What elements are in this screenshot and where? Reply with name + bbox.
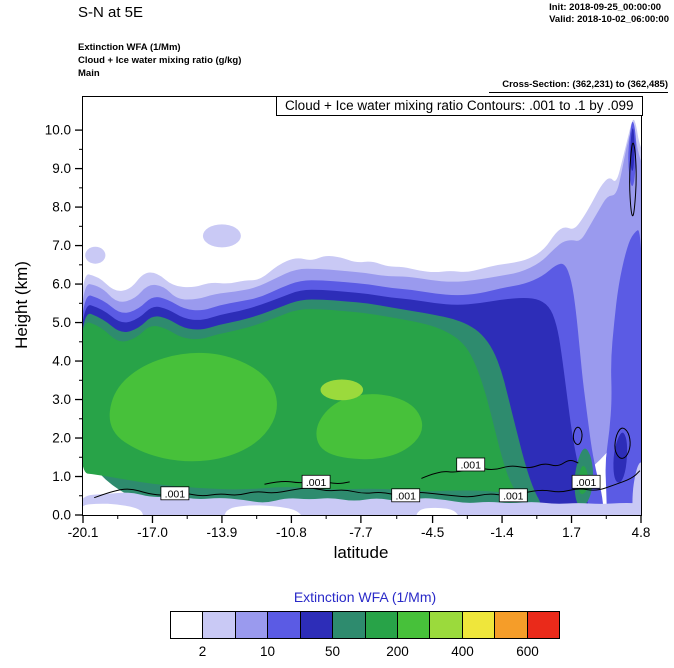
colorbar-cell xyxy=(267,612,300,638)
y-tick-label: 1.0 xyxy=(52,469,71,484)
valid-label: Valid: 2018-10-02_06:00:00 xyxy=(549,13,669,25)
contour-label: .001 xyxy=(395,490,416,502)
colorbar-tick-label: 200 xyxy=(386,644,409,659)
y-tick-label: 9.0 xyxy=(52,161,71,176)
contour-label-box xyxy=(160,486,190,501)
region-pale-corner xyxy=(632,462,641,515)
run-info: Init: 2018-09-25_00:00:00 Valid: 2018-10… xyxy=(549,2,669,26)
region-blue-right-column xyxy=(605,230,641,515)
x-tick-label: -10.8 xyxy=(276,525,307,540)
region-white-strip-3 xyxy=(416,507,458,515)
x-tick-label: -4.5 xyxy=(421,525,444,540)
x-tick-label: -1.4 xyxy=(490,525,514,540)
colorbar-title: Extinction WFA (1/Mm) xyxy=(293,589,437,605)
y-tick-label: 7.0 xyxy=(52,238,71,253)
contour-label: .001 xyxy=(460,460,481,472)
colorbar-cell xyxy=(461,612,495,638)
field-meta: Extinction WFA (1/Mm) Cloud + Ice water … xyxy=(78,42,241,80)
y-tick-label: 2.0 xyxy=(52,431,71,446)
colorbar-cell xyxy=(234,612,268,638)
colorbar-cell xyxy=(171,612,203,638)
contour-line-2 xyxy=(629,142,637,217)
contour-label: .001 xyxy=(306,477,327,489)
colorbar xyxy=(170,611,560,639)
x-tick-label: -20.1 xyxy=(68,525,99,540)
y-tick-label: 10.0 xyxy=(45,123,71,138)
colorbar-tick-label: 400 xyxy=(451,644,474,659)
colorbar-tick-label: 50 xyxy=(324,644,341,659)
contour-line-0 xyxy=(94,470,641,499)
y-tick-label: 8.0 xyxy=(52,200,71,215)
y-tick-label: 4.0 xyxy=(52,354,71,369)
contour-field-label: Cloud + Ice water mixing ratio (g/kg) xyxy=(78,54,242,66)
colorbar-labels: 2 10 50 200 400 600 xyxy=(170,644,560,662)
divider xyxy=(489,92,668,93)
y-tick-label: 5.0 xyxy=(52,315,71,330)
plot-inner-title: Cloud + Ice water mixing ratio Contours:… xyxy=(275,95,643,116)
contour-label-box xyxy=(301,474,331,489)
y-axis-title: Height (km) xyxy=(12,261,31,349)
contour-line-4 xyxy=(614,427,631,459)
colorbar-cell xyxy=(494,612,527,638)
x-tick-label: -17.0 xyxy=(137,525,168,540)
x-tick-label: -13.9 xyxy=(207,525,238,540)
plot-area: .001 .001 .001 .001 .001 .001 -20.1 -17.0 -13.9 -… xyxy=(45,95,650,540)
contour-line-1 xyxy=(421,459,579,479)
colorbar-cell xyxy=(332,612,365,638)
region-pale-blob-2 xyxy=(85,246,106,264)
contour-label: .001 xyxy=(165,488,186,500)
contour-label-box xyxy=(391,488,421,503)
shaded-field-label: Extinction WFA (1/Mm) xyxy=(78,42,181,53)
contour-line-3 xyxy=(572,426,583,445)
contour-plot: .001 .001 .001 .001 .001 .001 -20.1 -17.0 -13.9 -… xyxy=(45,119,650,540)
region-white-strip-2 xyxy=(224,505,301,515)
colorbar-tick-label: 2 xyxy=(198,644,207,659)
x-tick-label: 1.7 xyxy=(562,525,581,540)
region-white-strip-1 xyxy=(83,503,144,515)
cross-section-label: Cross-Section: (362,231) to (362,485) xyxy=(502,79,668,90)
y-tick-label: 0.0 xyxy=(52,508,71,523)
colorbar-cell xyxy=(364,612,397,638)
y-tick-label: 3.0 xyxy=(52,392,71,407)
region-light-green-blob xyxy=(320,379,364,401)
x-tick-label: 4.8 xyxy=(632,525,651,540)
colorbar-cell xyxy=(396,612,430,638)
region-bottom-band xyxy=(83,492,641,515)
y-tick-label: 6.0 xyxy=(52,277,71,292)
model-label: Main xyxy=(78,67,100,79)
region-bright-green-center xyxy=(316,394,423,460)
x-axis-title: latitude xyxy=(333,543,389,562)
contour-label-box xyxy=(456,457,486,472)
page-title: S-N at 5E xyxy=(78,4,144,21)
colorbar-cell xyxy=(526,612,560,638)
region-bright-green-left xyxy=(109,352,277,462)
region-pale-blob-1 xyxy=(202,224,241,248)
contour-label: .001 xyxy=(576,477,597,489)
region-navy-spike-core xyxy=(630,128,635,171)
colorbar-cell xyxy=(202,612,235,638)
colorbar-cell xyxy=(429,612,462,638)
colorbar-cell xyxy=(299,612,333,638)
contour-label-box xyxy=(498,488,528,503)
colorbar-tick-label: 600 xyxy=(516,644,539,659)
contour-label-box xyxy=(571,474,601,489)
x-tick-label: -7.7 xyxy=(349,525,372,540)
init-label: Init: 2018-09-25_00:00:00 xyxy=(549,2,662,13)
contour-label: .001 xyxy=(503,490,524,502)
colorbar-tick-label: 10 xyxy=(259,644,276,659)
